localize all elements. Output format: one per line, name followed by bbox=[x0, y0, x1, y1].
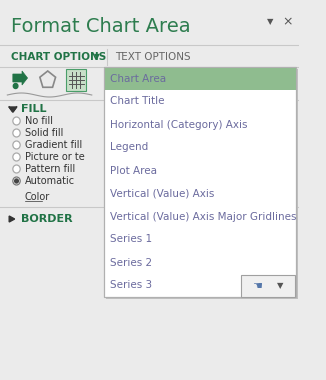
Circle shape bbox=[13, 117, 20, 125]
Text: TEXT OPTIONS: TEXT OPTIONS bbox=[115, 52, 190, 62]
Text: ▼: ▼ bbox=[277, 282, 283, 290]
Text: Vertical (Value) Axis: Vertical (Value) Axis bbox=[110, 188, 215, 198]
Text: ▼: ▼ bbox=[267, 17, 274, 27]
Text: Chart Area: Chart Area bbox=[110, 73, 166, 84]
Text: Legend: Legend bbox=[110, 142, 148, 152]
Text: Automatic: Automatic bbox=[25, 176, 75, 186]
Text: Format Chart Area: Format Chart Area bbox=[11, 16, 191, 35]
FancyBboxPatch shape bbox=[104, 67, 296, 297]
Circle shape bbox=[15, 179, 18, 183]
Text: Vertical (Value) Axis Major Gridlines: Vertical (Value) Axis Major Gridlines bbox=[110, 212, 297, 222]
Text: Plot Area: Plot Area bbox=[110, 166, 157, 176]
FancyBboxPatch shape bbox=[66, 69, 86, 91]
Text: Solid fill: Solid fill bbox=[25, 128, 63, 138]
FancyBboxPatch shape bbox=[104, 67, 296, 90]
Polygon shape bbox=[9, 107, 17, 112]
Circle shape bbox=[13, 153, 20, 161]
Text: Horizontal (Category) Axis: Horizontal (Category) Axis bbox=[110, 119, 248, 130]
Text: Series 3: Series 3 bbox=[110, 280, 152, 290]
Text: Series 2: Series 2 bbox=[110, 258, 152, 268]
Text: Series 1: Series 1 bbox=[110, 234, 152, 244]
Circle shape bbox=[13, 84, 18, 89]
Text: BORDER: BORDER bbox=[21, 214, 73, 224]
Text: ▼: ▼ bbox=[94, 52, 100, 62]
Text: Chart Title: Chart Title bbox=[110, 97, 165, 106]
Text: CHART OPTIONS: CHART OPTIONS bbox=[11, 52, 106, 62]
Circle shape bbox=[13, 129, 20, 137]
Circle shape bbox=[13, 165, 20, 173]
Text: Color: Color bbox=[25, 192, 50, 202]
Text: ×: × bbox=[282, 16, 292, 28]
FancyBboxPatch shape bbox=[106, 69, 298, 299]
Circle shape bbox=[13, 177, 20, 185]
Circle shape bbox=[13, 141, 20, 149]
Polygon shape bbox=[9, 216, 15, 222]
Text: Gradient fill: Gradient fill bbox=[25, 140, 82, 150]
Text: Pattern fill: Pattern fill bbox=[25, 164, 75, 174]
Text: ☚: ☚ bbox=[252, 281, 262, 291]
Text: Picture or te: Picture or te bbox=[25, 152, 84, 162]
Text: No fill: No fill bbox=[25, 116, 53, 126]
Text: FILL: FILL bbox=[21, 104, 47, 114]
FancyBboxPatch shape bbox=[241, 275, 295, 297]
Polygon shape bbox=[13, 71, 27, 85]
